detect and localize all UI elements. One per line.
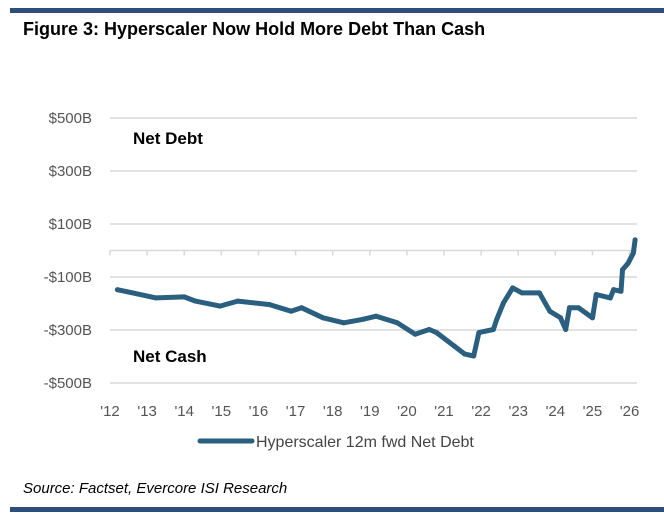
data-point bbox=[373, 313, 379, 319]
data-point bbox=[114, 287, 120, 293]
y-tick-label: -$500B bbox=[44, 375, 92, 392]
data-point bbox=[632, 237, 638, 243]
y-tick-label: -$100B bbox=[44, 269, 92, 286]
data-point bbox=[490, 326, 496, 332]
x-tick-label: '23 bbox=[508, 403, 528, 420]
y-tick-label: $500B bbox=[49, 110, 92, 127]
top-rule bbox=[10, 8, 664, 13]
x-tick-label: '20 bbox=[397, 403, 417, 420]
data-point bbox=[359, 316, 365, 322]
data-point bbox=[566, 305, 572, 311]
annotation-net-debt: Net Debt bbox=[133, 129, 203, 148]
data-point bbox=[536, 290, 542, 296]
x-tick-label: '19 bbox=[360, 403, 380, 420]
x-tick-label: '26 bbox=[620, 403, 640, 420]
data-point bbox=[563, 326, 569, 332]
data-point bbox=[630, 250, 636, 256]
data-point bbox=[519, 290, 525, 296]
data-point bbox=[593, 291, 599, 297]
series-line-net-debt bbox=[114, 237, 638, 359]
data-point bbox=[181, 294, 187, 300]
data-point bbox=[510, 285, 516, 291]
data-point bbox=[341, 320, 347, 326]
data-point bbox=[451, 343, 457, 349]
x-tick-label: '15 bbox=[212, 403, 232, 420]
data-point bbox=[558, 315, 564, 321]
x-tick-label: '21 bbox=[434, 403, 454, 420]
x-tick-label: '18 bbox=[323, 403, 343, 420]
x-tick-label: '12 bbox=[100, 403, 120, 420]
data-point bbox=[288, 308, 294, 314]
data-point bbox=[575, 305, 581, 311]
y-tick-label: -$300B bbox=[44, 322, 92, 339]
source-note: Source: Factset, Evercore ISI Research bbox=[23, 480, 288, 497]
x-tick-label: '14 bbox=[174, 403, 194, 420]
legend-label: Hyperscaler 12m fwd Net Debt bbox=[256, 434, 474, 451]
y-tick-label: $100B bbox=[49, 216, 92, 233]
x-tick-label: '16 bbox=[249, 403, 269, 420]
data-point bbox=[217, 303, 223, 309]
data-point bbox=[589, 315, 595, 321]
data-point bbox=[434, 330, 440, 336]
figure-title: Figure 3: Hyperscaler Now Hold More Debt… bbox=[23, 19, 486, 39]
x-tick-label: '22 bbox=[471, 403, 491, 420]
data-point bbox=[462, 351, 468, 357]
data-point bbox=[267, 302, 273, 308]
data-point bbox=[192, 298, 198, 304]
bottom-rule bbox=[10, 507, 664, 512]
data-point bbox=[235, 298, 241, 304]
x-tick-label: '24 bbox=[546, 403, 566, 420]
data-point bbox=[607, 295, 613, 301]
data-point bbox=[471, 353, 477, 359]
data-point bbox=[394, 320, 400, 326]
data-point bbox=[620, 267, 626, 273]
data-point bbox=[500, 300, 506, 306]
data-point bbox=[625, 260, 631, 266]
data-point bbox=[412, 331, 418, 337]
x-tick-label: '13 bbox=[137, 403, 157, 420]
data-point bbox=[476, 330, 482, 336]
data-point bbox=[618, 288, 624, 294]
data-point bbox=[426, 326, 432, 332]
x-tick-label: '17 bbox=[286, 403, 306, 420]
data-point bbox=[320, 315, 326, 321]
data-point bbox=[299, 305, 305, 311]
data-point bbox=[547, 308, 553, 314]
y-tick-label: $300B bbox=[49, 163, 92, 180]
data-point bbox=[611, 287, 617, 293]
data-point bbox=[153, 295, 159, 301]
data-point bbox=[494, 316, 500, 322]
chart: $500B $300B $100B -$100B -$300B -$500B '12 '13 '… bbox=[44, 110, 640, 451]
x-tick-label: '25 bbox=[583, 403, 603, 420]
annotation-net-cash: Net Cash bbox=[133, 347, 207, 366]
